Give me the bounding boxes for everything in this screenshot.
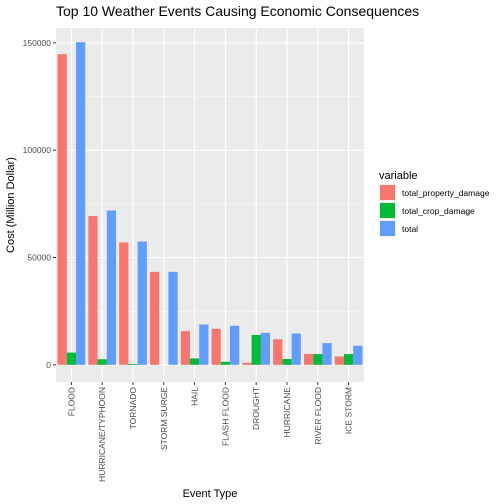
bar-total_crop_damage xyxy=(128,364,137,365)
x-axis-title: Event Type xyxy=(183,488,238,500)
bar-total xyxy=(292,333,301,364)
bar-total_crop_damage xyxy=(98,359,107,365)
y-axis-title: Cost (Million Dollar) xyxy=(5,157,17,253)
bar-total_crop_damage xyxy=(313,354,322,365)
legend-title: variable xyxy=(379,170,418,182)
bar-total_property_damage xyxy=(88,216,97,365)
x-tick-label: ICE STORM xyxy=(344,387,354,434)
y-tick-label: 50000 xyxy=(27,252,51,262)
bar-total xyxy=(199,324,208,364)
x-tick-label: FLASH FLOOD xyxy=(220,387,230,446)
bar-total_property_damage xyxy=(304,354,313,365)
bar-total_crop_damage xyxy=(221,362,230,365)
x-tick-label: STORM SURGE xyxy=(159,387,169,450)
bar-total_property_damage xyxy=(212,329,221,365)
y-axis-ticks: 0 50000 100000 150000 xyxy=(23,38,56,370)
bar-total_crop_damage xyxy=(282,359,291,365)
bar-total xyxy=(168,272,177,365)
bar-total_crop_damage xyxy=(252,335,261,365)
y-tick-label: 100000 xyxy=(23,145,52,155)
legend-label-total_property_damage: total_property_damage xyxy=(402,188,490,198)
bar-total_property_damage xyxy=(273,339,282,365)
legend-swatch-total xyxy=(380,221,395,236)
x-tick-label: HURRICANE/TYPHOON xyxy=(97,387,107,482)
x-axis-ticks: FLOOD HURRICANE/TYPHOON TORNADO STORM SURGE… xyxy=(66,382,353,482)
legend-label-total: total xyxy=(402,224,418,234)
x-tick-label: HURRICANE xyxy=(282,387,292,438)
bar-total_crop_damage xyxy=(344,354,353,365)
x-tick-label: DROUGHT xyxy=(251,387,261,430)
bar-total xyxy=(353,346,362,365)
bar-total xyxy=(76,42,85,365)
bar-total_property_damage xyxy=(242,363,251,365)
bar-total_crop_damage xyxy=(190,358,199,364)
bar-total xyxy=(322,343,331,365)
bar-total xyxy=(107,210,116,364)
bar-total_crop_damage xyxy=(67,353,76,365)
bar-total_property_damage xyxy=(335,356,344,364)
x-tick-label: FLOOD xyxy=(66,387,76,416)
bar-total_property_damage xyxy=(119,242,128,364)
legend-swatch-total_property_damage xyxy=(380,185,395,200)
legend: variable total_property_damage total_crop… xyxy=(379,170,490,237)
y-tick-label: 0 xyxy=(46,360,51,370)
x-tick-label: RIVER FLOOD xyxy=(313,387,323,445)
y-tick-label: 150000 xyxy=(23,38,52,48)
bar-total xyxy=(230,326,239,365)
legend-label-total_crop_damage: total_crop_damage xyxy=(402,206,475,216)
bar-total xyxy=(138,242,147,365)
chart-title: Top 10 Weather Events Causing Economic C… xyxy=(56,3,419,19)
bar-total_property_damage xyxy=(58,54,67,365)
legend-swatch-total_crop_damage xyxy=(380,203,395,218)
bar-total xyxy=(261,333,270,365)
x-tick-label: HAIL xyxy=(190,387,200,406)
x-tick-label: TORNADO xyxy=(128,387,138,430)
bar-total_property_damage xyxy=(150,272,159,365)
bar-total_property_damage xyxy=(181,331,190,365)
